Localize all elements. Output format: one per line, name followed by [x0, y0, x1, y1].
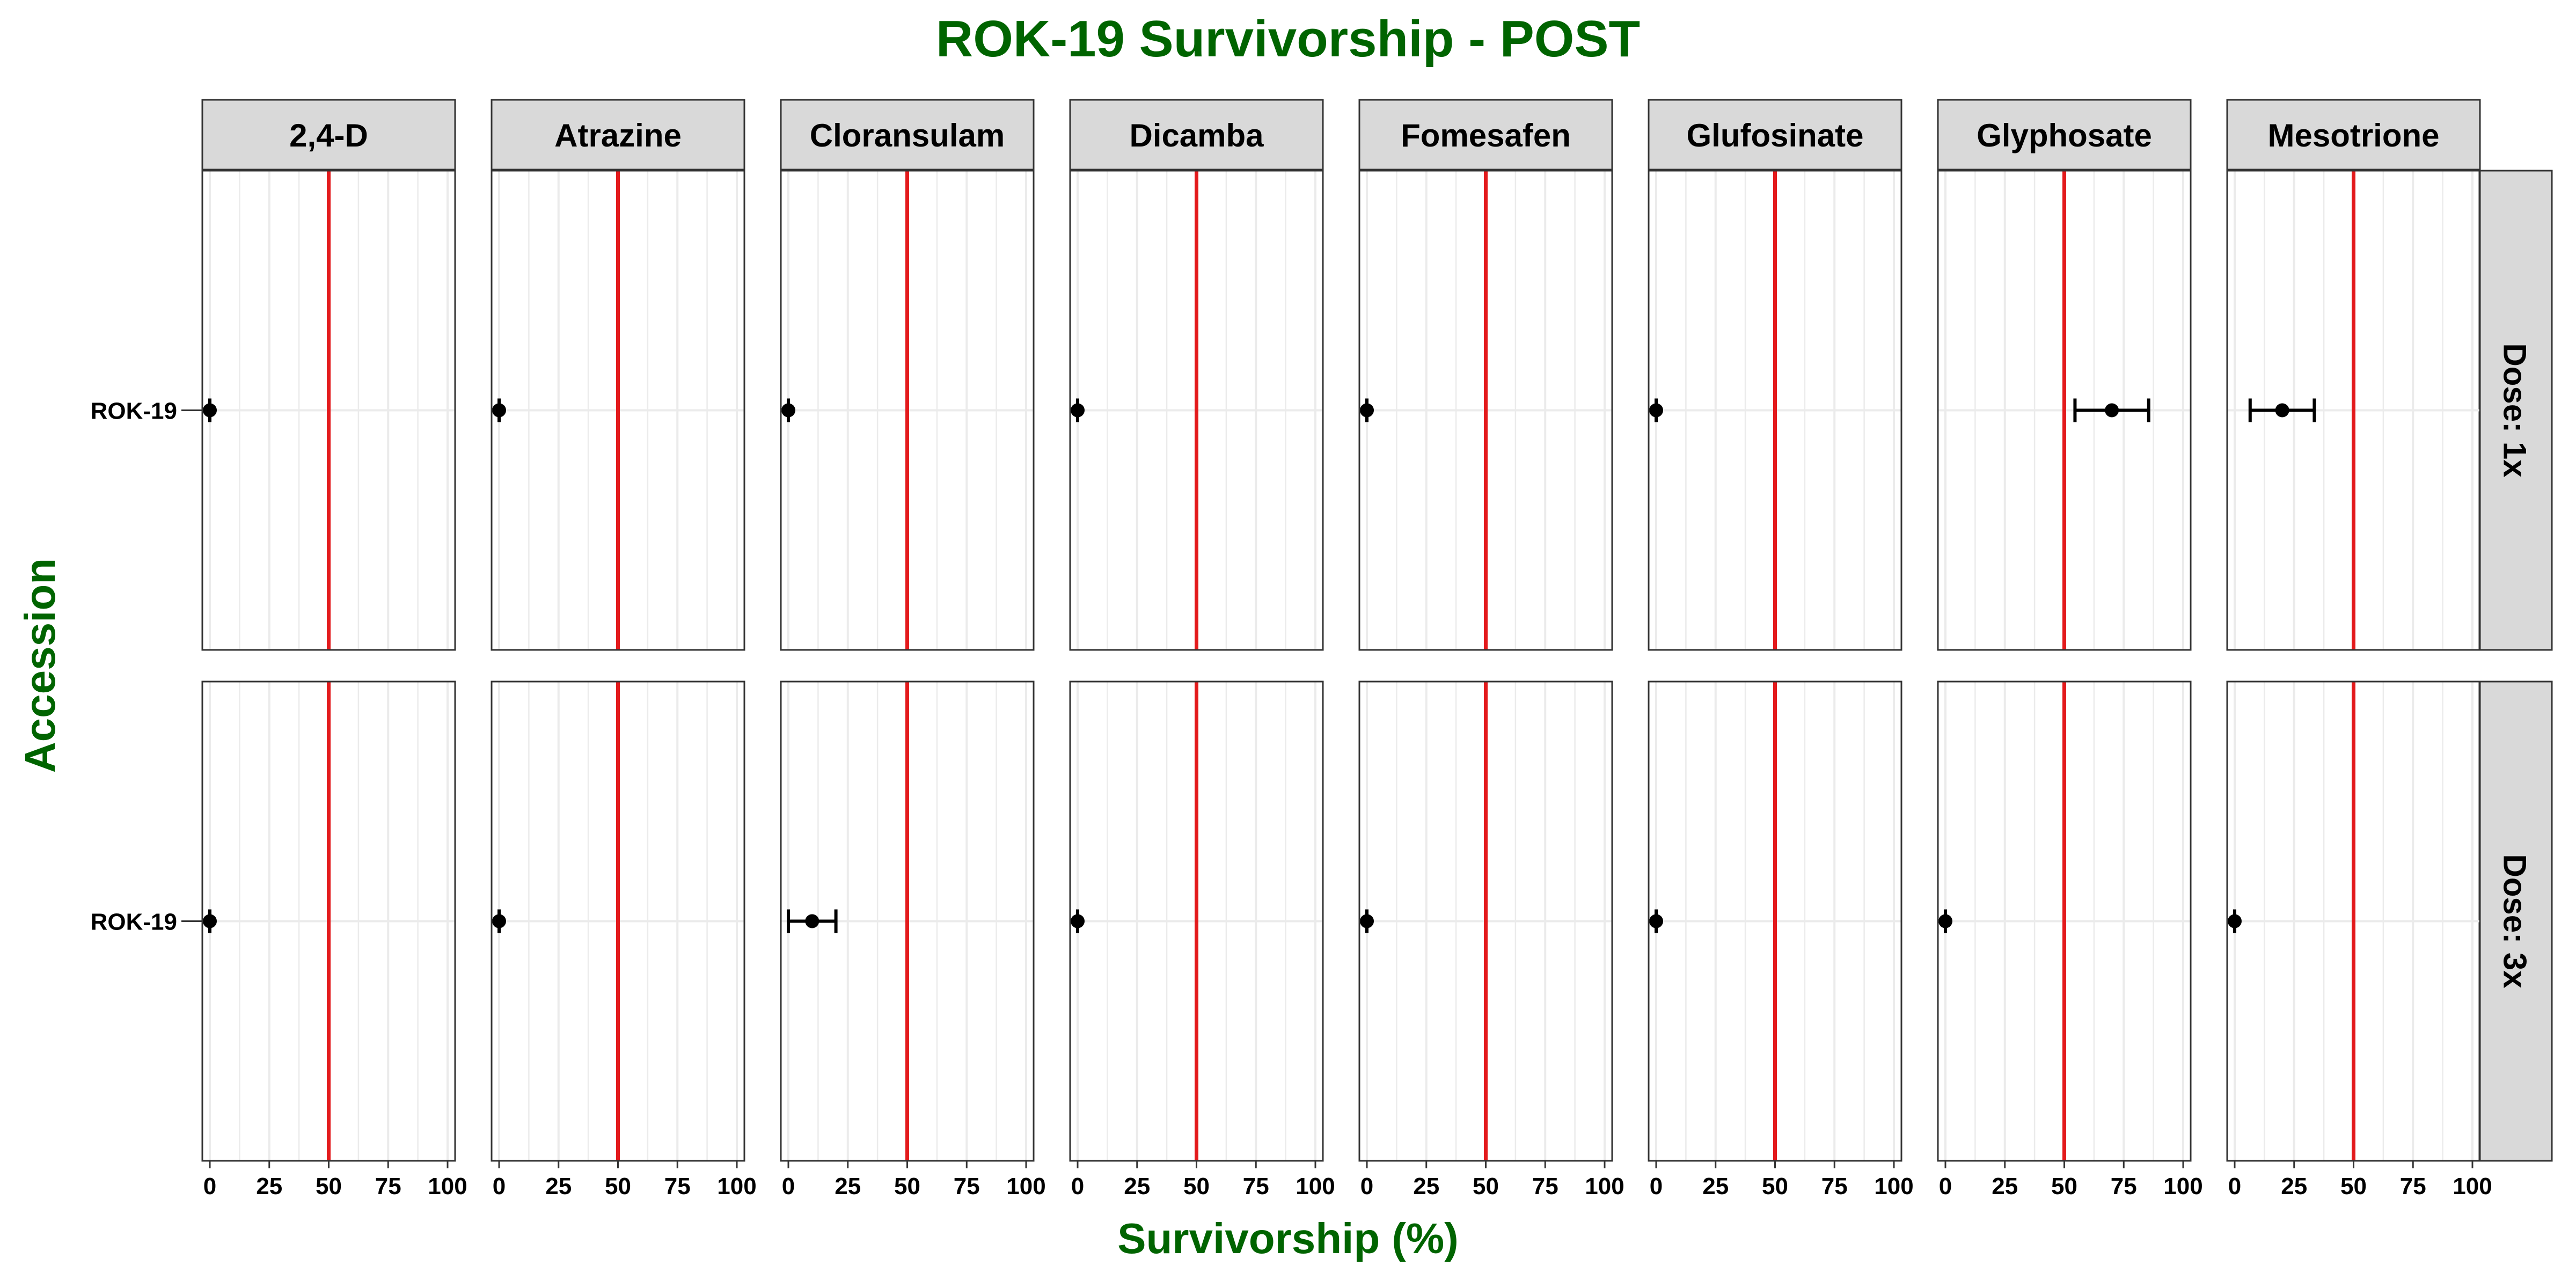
x-tick-label: 100 — [1874, 1173, 1913, 1199]
x-tick-label: 75 — [1532, 1173, 1558, 1199]
x-tick-label: 25 — [1992, 1173, 2018, 1199]
x-tick-label: 0 — [493, 1173, 506, 1199]
data-point — [2105, 403, 2119, 418]
data-point — [2275, 403, 2289, 418]
panel-border — [780, 170, 1035, 651]
panel-border — [1937, 170, 2192, 651]
x-tick-label: 75 — [954, 1173, 980, 1199]
panel-border — [201, 170, 456, 651]
data-point — [203, 914, 217, 928]
x-tick-label: 0 — [1360, 1173, 1373, 1199]
facet-strip-2 — [780, 99, 1035, 171]
x-tick-label: 25 — [1413, 1173, 1439, 1199]
facet-strip-label: Dicamba — [1129, 118, 1264, 153]
data-point — [492, 914, 506, 928]
x-tick-label: 75 — [1821, 1173, 1848, 1199]
x-tick-label: 100 — [2453, 1173, 2492, 1199]
x-tick-label: 0 — [2228, 1173, 2241, 1199]
x-tick-label: 50 — [605, 1173, 631, 1199]
data-point — [1071, 914, 1085, 928]
data-point — [1938, 914, 1952, 928]
panel-border — [1358, 170, 1613, 651]
x-tick-label: 0 — [203, 1173, 216, 1199]
data-point — [1360, 914, 1374, 928]
facet-strip-1 — [491, 99, 745, 171]
y-axis-label: Accession — [16, 558, 64, 773]
data-point — [781, 403, 795, 418]
x-tick-label: 50 — [894, 1173, 920, 1199]
x-tick-label: 25 — [1702, 1173, 1729, 1199]
chart-title: ROK-19 Survivorship - POST — [936, 10, 1640, 68]
panel-border — [491, 170, 745, 651]
panel-border — [2226, 170, 2481, 651]
row-strip-label: Dose: 3x — [2497, 854, 2533, 988]
facet-strip-4 — [1358, 99, 1613, 171]
x-axis-label: Survivorship (%) — [1117, 1214, 1459, 1262]
x-tick-label: 50 — [1183, 1173, 1210, 1199]
data-point — [492, 403, 506, 418]
facet-strip-7 — [2226, 99, 2481, 171]
facet-strip-0 — [201, 99, 456, 171]
facet-strip-label: Atrazine — [554, 118, 682, 153]
x-tick-label: 75 — [2111, 1173, 2137, 1199]
facet-strip-label: Mesotrione — [2267, 118, 2439, 153]
x-tick-label: 50 — [316, 1173, 342, 1199]
x-tick-label: 100 — [1585, 1173, 1624, 1199]
x-tick-label: 0 — [1650, 1173, 1663, 1199]
row-strip-label: Dose: 1x — [2497, 343, 2533, 477]
x-tick-label: 50 — [1762, 1173, 1788, 1199]
facet-strip-label: Glyphosate — [1977, 118, 2152, 153]
x-tick-label: 25 — [545, 1173, 572, 1199]
x-tick-label: 25 — [2281, 1173, 2307, 1199]
x-tick-label: 100 — [1006, 1173, 1045, 1199]
facet-strip-label: 2,4-D — [289, 118, 368, 153]
x-tick-label: 25 — [835, 1173, 861, 1199]
x-tick-label: 50 — [2340, 1173, 2367, 1199]
data-point — [1649, 914, 1663, 928]
x-tick-label: 50 — [2051, 1173, 2077, 1199]
row-strip-1 — [2478, 680, 2553, 1162]
panel-border — [1648, 170, 1902, 651]
x-tick-label: 75 — [2400, 1173, 2426, 1199]
facet-strip-label: Fomesafen — [1401, 118, 1571, 153]
x-tick-label: 0 — [782, 1173, 795, 1199]
facet-strip-5 — [1648, 99, 1902, 171]
data-point — [2228, 914, 2242, 928]
data-point — [203, 403, 217, 418]
x-tick-label: 0 — [1939, 1173, 1952, 1199]
x-tick-label: 25 — [1124, 1173, 1150, 1199]
facet-strip-label: Glufosinate — [1686, 118, 1863, 153]
panel-border — [1069, 170, 1324, 651]
y-tick-label: ROK-19 — [91, 909, 177, 935]
data-point — [1649, 403, 1663, 418]
x-tick-label: 0 — [1071, 1173, 1084, 1199]
x-tick-label: 25 — [256, 1173, 282, 1199]
data-point — [1071, 403, 1085, 418]
x-tick-label: 75 — [664, 1173, 691, 1199]
data-point — [805, 914, 819, 928]
x-tick-label: 75 — [1243, 1173, 1269, 1199]
facet-grid: 2,4-D Atrazine Cloransulam Dicamba Fomesafen… — [91, 99, 2553, 1199]
x-tick-label: 100 — [2163, 1173, 2202, 1199]
x-tick-label: 75 — [375, 1173, 401, 1199]
x-tick-label: 100 — [717, 1173, 756, 1199]
data-point — [1360, 403, 1374, 418]
x-tick-label: 50 — [1473, 1173, 1499, 1199]
facet-strip-label: Cloransulam — [810, 118, 1005, 153]
x-tick-label: 100 — [1296, 1173, 1335, 1199]
y-tick-label: ROK-19 — [91, 398, 177, 425]
facet-strip-3 — [1069, 99, 1324, 171]
x-tick-label: 100 — [428, 1173, 467, 1199]
facet-strip-6 — [1937, 99, 2192, 171]
